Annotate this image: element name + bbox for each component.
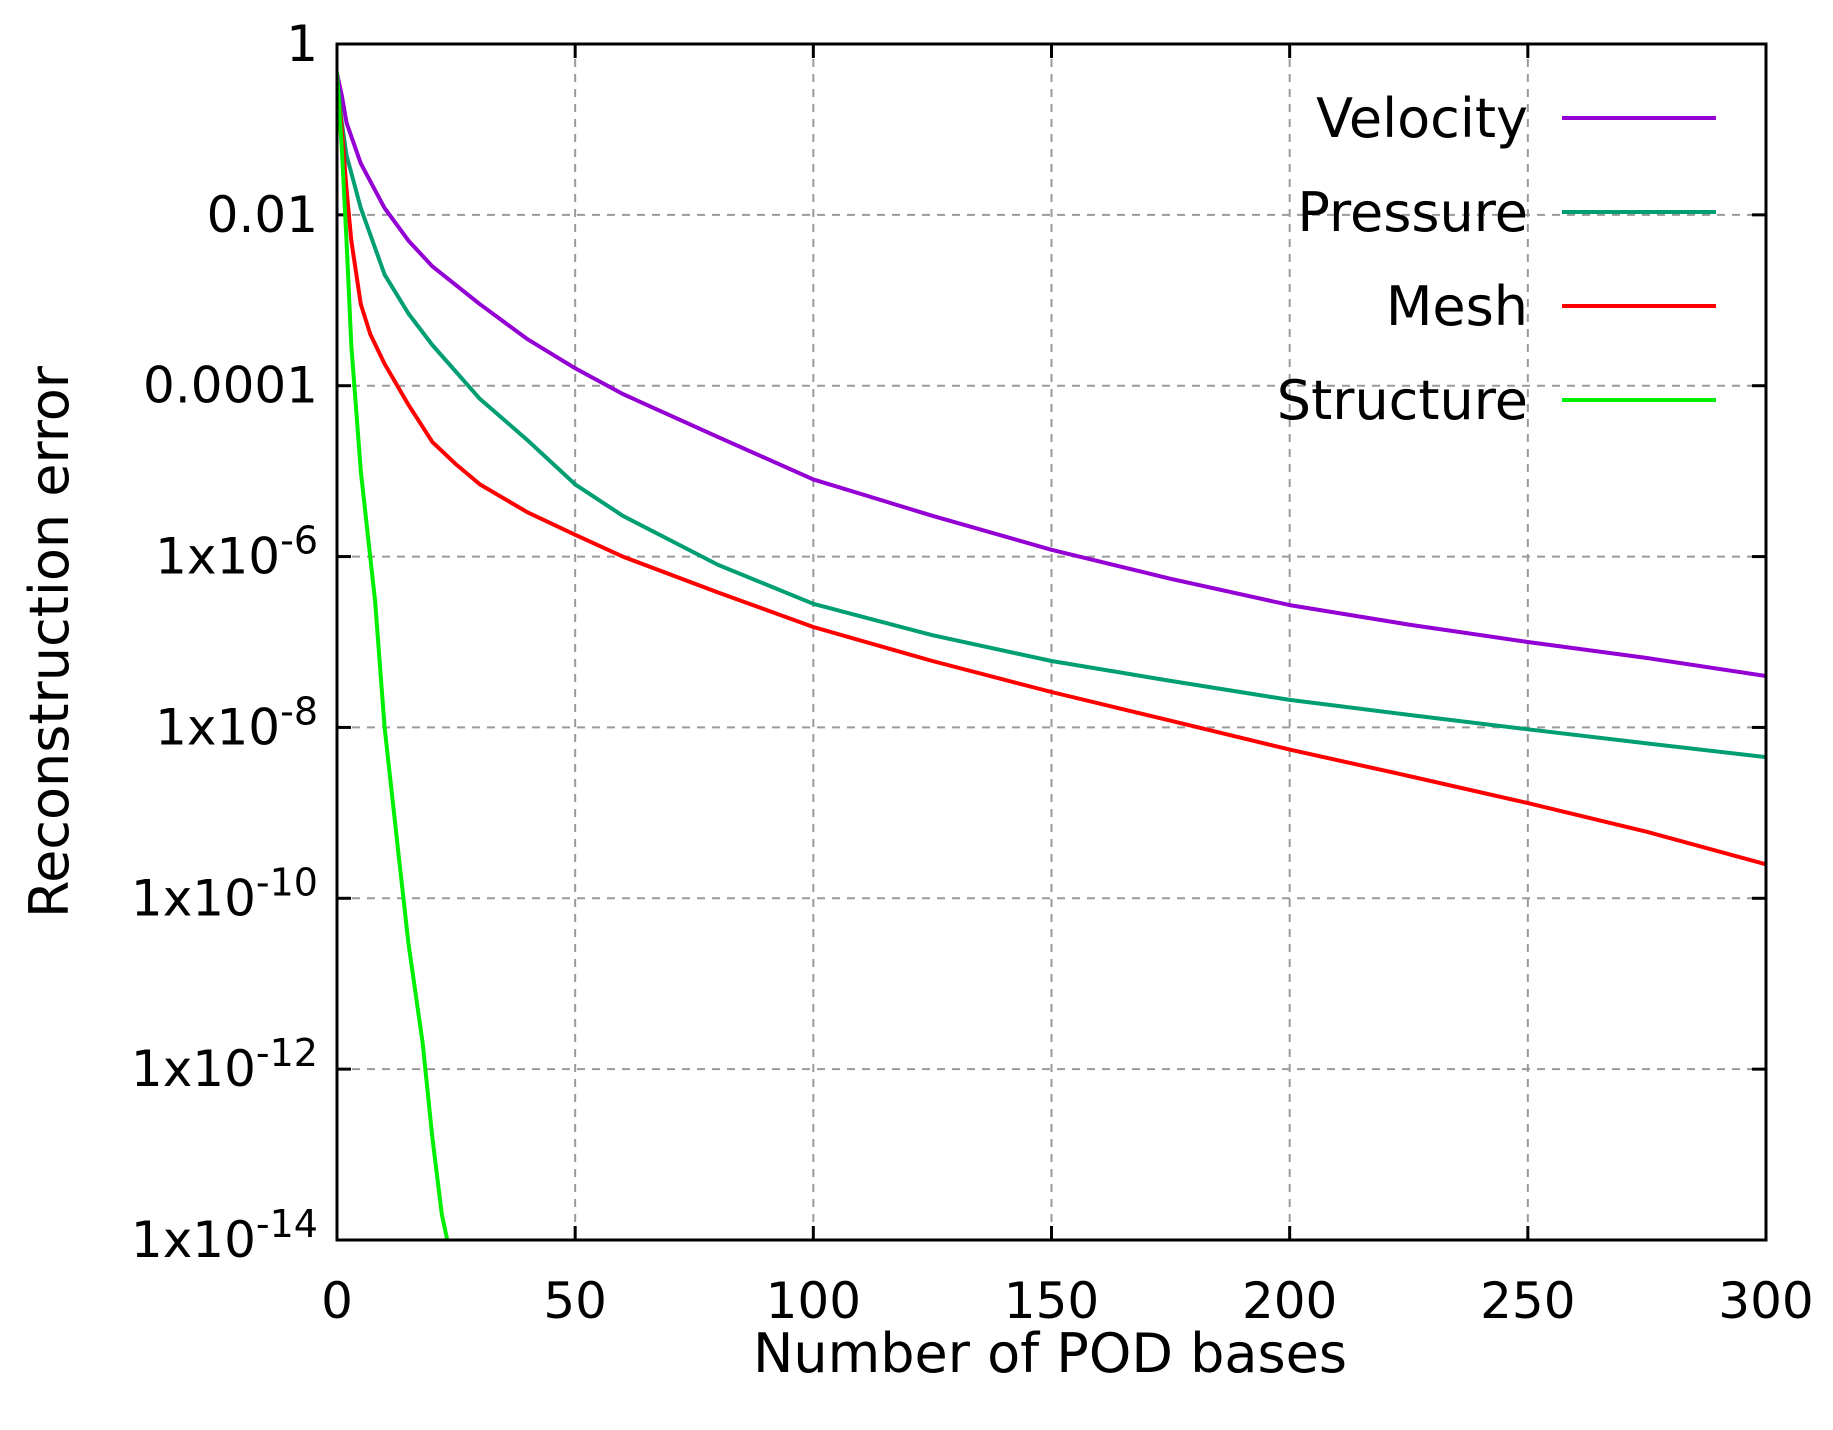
series-line-structure <box>337 71 450 1240</box>
x-tick-labels: 0 50 100 150 200 250 300 <box>321 1272 1814 1330</box>
y-tick-label: 1x10-10 <box>131 860 318 927</box>
legend-label-velocity: Velocity <box>1316 87 1528 150</box>
y-tick-label: 1x10-8 <box>155 689 318 756</box>
grid-layer <box>337 44 1766 1240</box>
x-tick-label: 300 <box>1718 1272 1813 1330</box>
x-tick-label: 100 <box>766 1272 861 1330</box>
y-axis-title: Reconstruction error <box>18 365 81 918</box>
series-line-velocity <box>337 71 1766 678</box>
y-tick-label: 1 <box>286 15 318 73</box>
legend-label-structure: Structure <box>1277 369 1528 432</box>
legend-label-mesh: Mesh <box>1386 275 1528 338</box>
y-tick-label: 1x10-14 <box>131 1202 318 1269</box>
y-tick-label: 1x10-12 <box>131 1031 318 1098</box>
x-tick-label: 200 <box>1242 1272 1337 1330</box>
legend-label-pressure: Pressure <box>1297 181 1528 244</box>
x-tick-label: 250 <box>1480 1272 1575 1330</box>
y-tick-label: 0.01 <box>207 186 318 244</box>
x-tick-label: 150 <box>1004 1272 1099 1330</box>
y-tick-label: 0.0001 <box>143 357 318 415</box>
x-tick-label: 0 <box>321 1272 353 1330</box>
y-tick-labels: 1 0.01 0.0001 1x10-6 1x10-8 1x10-10 1x10-12 1x1… <box>131 15 318 1269</box>
series-layer <box>337 71 1766 1240</box>
x-axis-title: Number of POD bases <box>753 1322 1347 1385</box>
plot-frame <box>335 42 1768 1242</box>
series-line-mesh <box>337 80 1766 867</box>
x-tick-label: 50 <box>543 1272 607 1330</box>
legend: Velocity Pressure Mesh Structure <box>1277 87 1716 432</box>
tick-layer <box>335 42 1768 1242</box>
series-line-pressure <box>337 76 1766 760</box>
y-tick-label: 1x10-6 <box>155 519 318 586</box>
